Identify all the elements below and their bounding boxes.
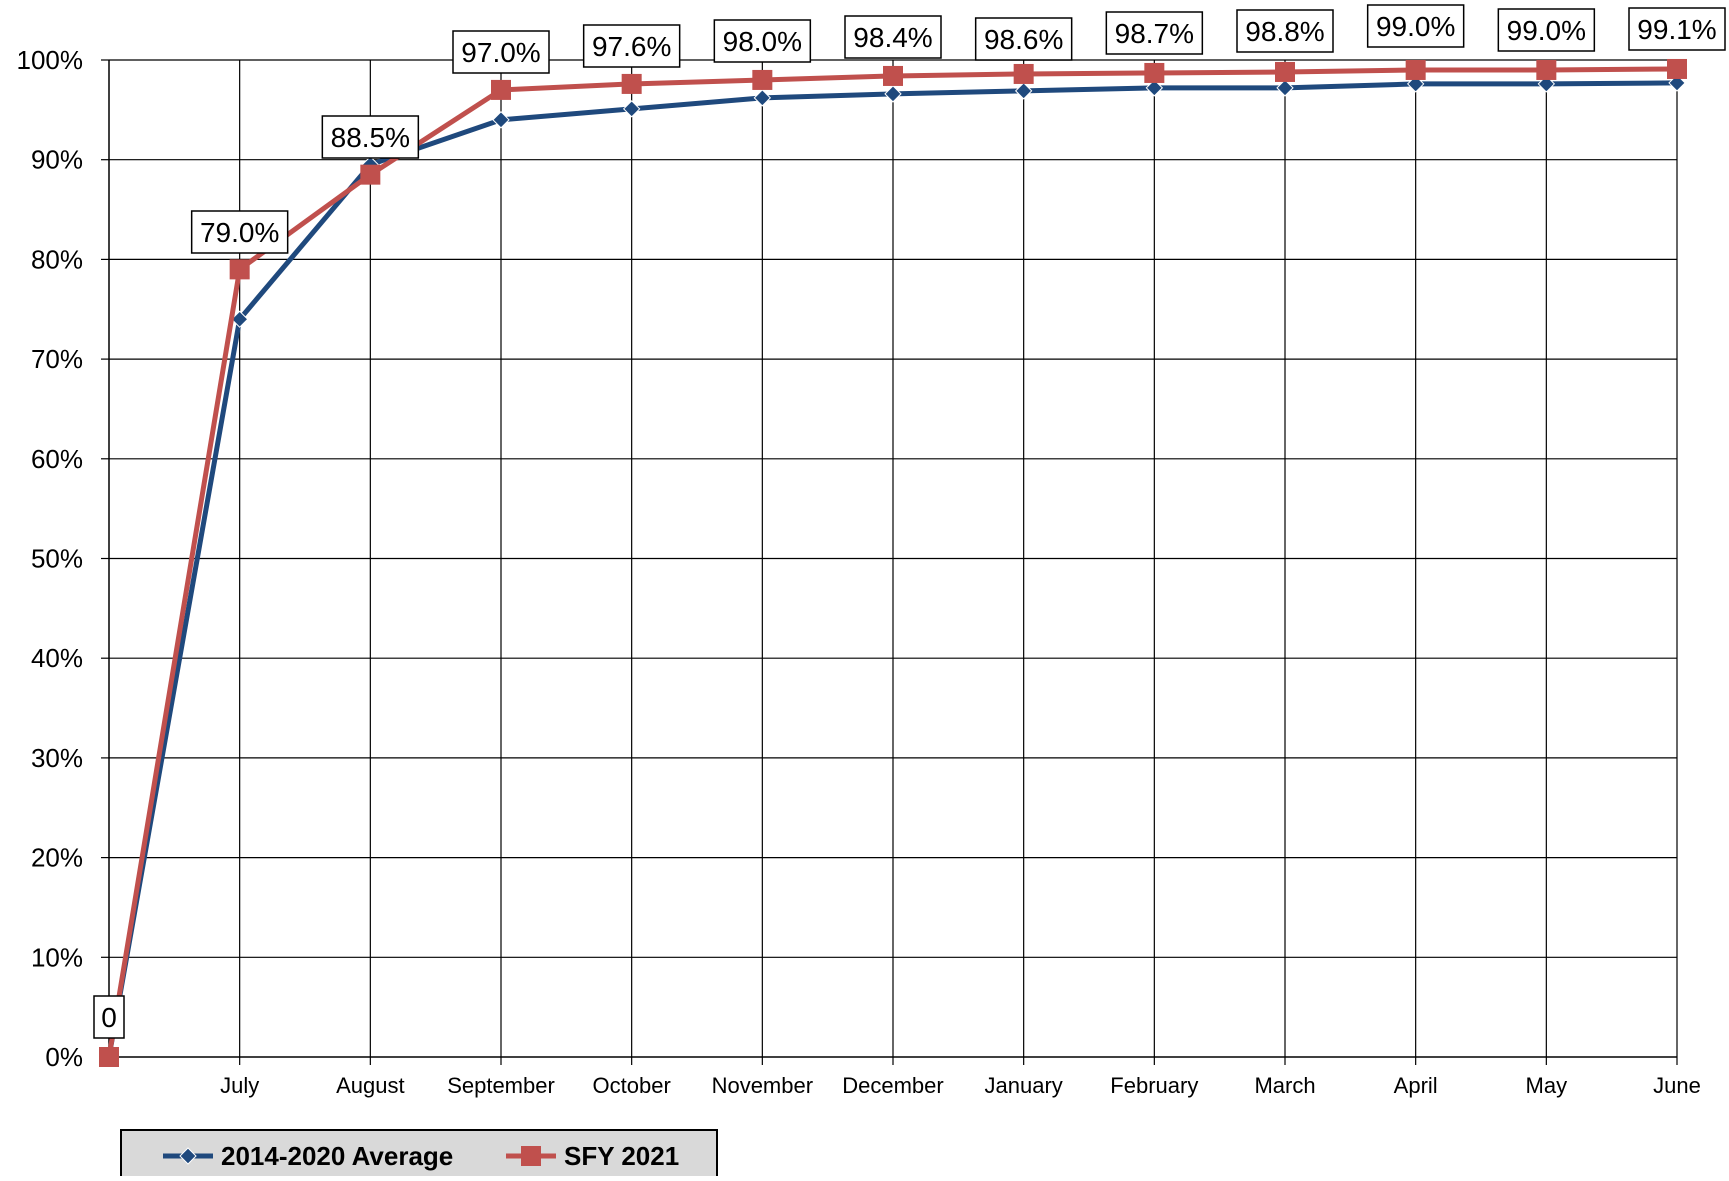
y-tick-label: 20% (31, 843, 83, 873)
data-label-box (321, 115, 420, 159)
data-label: 97.6% (592, 31, 671, 62)
x-tick-label: March (1254, 1073, 1315, 1098)
legend-label-average: 2014-2020 Average (221, 1141, 453, 1171)
data-point-average (622, 100, 641, 118)
x-tick-label: June (1653, 1073, 1701, 1098)
x-tick-label: November (712, 1073, 813, 1098)
x-tick-label: January (985, 1073, 1063, 1098)
data-label: 88.5% (331, 122, 410, 153)
data-point-sfy2021 (360, 164, 381, 185)
data-label-box (1366, 4, 1465, 48)
data-label-box (582, 24, 681, 68)
data-label-box (1497, 8, 1596, 52)
data-label-box (190, 210, 289, 254)
data-point-sfy2021 (1667, 58, 1687, 79)
legend: 2014-2020 Average SFY 2021 (120, 1129, 718, 1181)
y-tick-label: 70% (31, 344, 83, 374)
y-tick-label: 80% (31, 244, 83, 274)
data-point-average (1014, 82, 1033, 100)
data-label: 98.0% (723, 26, 802, 57)
x-tick-label: September (447, 1073, 555, 1098)
data-label: 99.0% (1376, 11, 1455, 42)
y-tick-label: 100% (17, 45, 84, 75)
data-label: 98.4% (853, 22, 932, 53)
x-tick-label: December (842, 1073, 943, 1098)
y-tick-label: 50% (31, 544, 83, 574)
data-label-box (1236, 9, 1334, 53)
x-tick-label: August (336, 1073, 405, 1098)
x-tick-label: October (593, 1073, 671, 1098)
data-label: 98.6% (984, 24, 1063, 55)
y-tick-label: 60% (31, 444, 83, 474)
x-tick-label: July (220, 1073, 259, 1098)
data-point-sfy2021 (491, 79, 511, 100)
legend-marker-sfy2021 (521, 1146, 541, 1166)
y-tick-label: 10% (31, 942, 83, 972)
data-label-box (844, 15, 942, 59)
data-point-sfy2021 (752, 69, 773, 90)
data-point-sfy2021 (1536, 59, 1557, 80)
data-point-average (1276, 79, 1294, 97)
y-tick-label: 90% (31, 145, 83, 175)
y-tick-label: 0% (45, 1042, 83, 1072)
data-point-sfy2021 (1144, 62, 1165, 83)
x-tick-label: April (1394, 1073, 1438, 1098)
y-tick-label: 30% (31, 743, 83, 773)
data-point-sfy2021 (1013, 63, 1034, 84)
legend-marker-average (179, 1147, 197, 1165)
data-point-sfy2021 (1275, 61, 1295, 82)
data-point-sfy2021 (621, 73, 642, 94)
legend-box (120, 1129, 718, 1181)
data-label-box (1628, 7, 1726, 51)
data-label: 98.8% (1245, 16, 1324, 47)
data-label: 0 (101, 1002, 117, 1033)
data-label-box (974, 17, 1073, 61)
data-point-average (492, 111, 510, 129)
data-label-box (1105, 11, 1204, 55)
data-point-sfy2021 (99, 1047, 119, 1067)
data-point-average (884, 85, 902, 103)
data-label: 99.0% (1507, 15, 1586, 46)
x-tick-label: May (1526, 1073, 1568, 1098)
x-tick-label: February (1110, 1073, 1198, 1098)
data-label-box (713, 19, 812, 63)
y-tick-label: 40% (31, 643, 83, 673)
data-label: 97.0% (461, 37, 540, 68)
data-point-sfy2021 (1405, 59, 1426, 80)
data-label: 79.0% (200, 217, 279, 248)
data-point-average (1145, 79, 1164, 97)
data-label-box (452, 30, 550, 74)
legend-label-sfy2021: SFY 2021 (564, 1141, 679, 1171)
data-point-average (753, 89, 772, 107)
data-label: 99.1% (1637, 14, 1716, 45)
data-point-sfy2021 (229, 259, 250, 280)
data-point-sfy2021 (883, 65, 903, 86)
data-label: 98.7% (1115, 18, 1194, 49)
data-label-box (93, 995, 125, 1039)
